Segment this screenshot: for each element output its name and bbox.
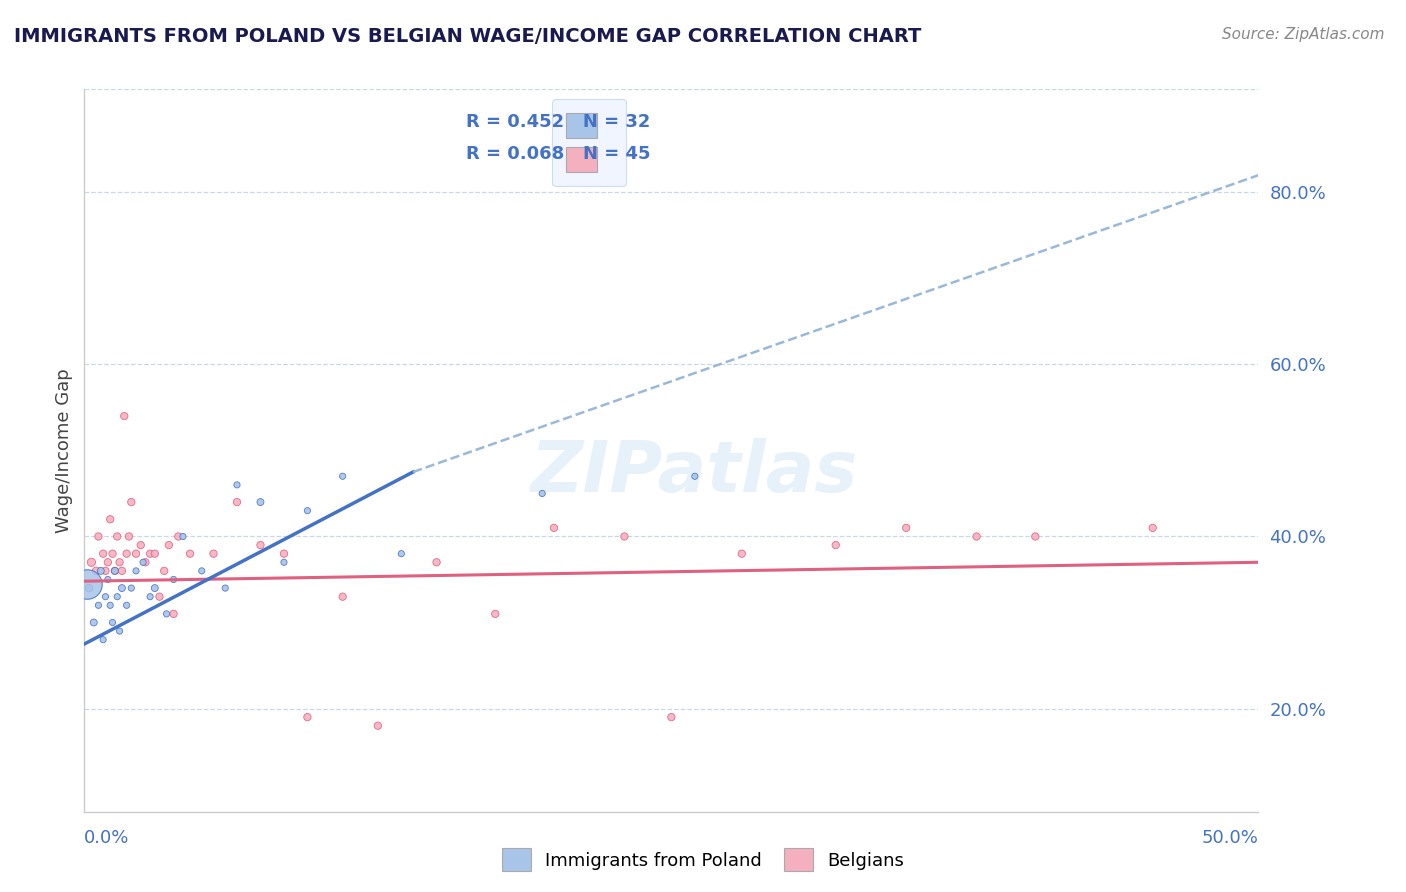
- Point: [191, 564, 214, 578]
- Point: [132, 555, 155, 569]
- Point: [367, 719, 389, 733]
- Point: [155, 607, 177, 621]
- Point: [118, 529, 141, 543]
- Point: [297, 503, 319, 517]
- Point: [125, 564, 148, 578]
- Point: [214, 581, 236, 595]
- Text: 0.0%: 0.0%: [84, 829, 129, 847]
- Point: [226, 495, 249, 509]
- Point: [112, 409, 135, 423]
- Point: [105, 529, 128, 543]
- Point: [249, 538, 271, 552]
- Point: [824, 538, 846, 552]
- Point: [143, 547, 166, 561]
- Point: [297, 710, 319, 724]
- Point: [531, 486, 554, 500]
- Point: [87, 599, 110, 613]
- Point: [896, 521, 918, 535]
- Point: [139, 590, 162, 604]
- Point: [115, 547, 138, 561]
- Point: [111, 581, 134, 595]
- Text: 50.0%: 50.0%: [1202, 829, 1258, 847]
- Point: [426, 555, 449, 569]
- Point: [111, 564, 134, 578]
- Text: Source: ZipAtlas.com: Source: ZipAtlas.com: [1222, 27, 1385, 42]
- Point: [273, 555, 295, 569]
- Point: [731, 547, 754, 561]
- Point: [104, 564, 127, 578]
- Point: [80, 555, 103, 569]
- Point: [76, 576, 98, 591]
- Point: [94, 564, 117, 578]
- Point: [129, 538, 152, 552]
- Point: [273, 547, 295, 561]
- Point: [1024, 529, 1046, 543]
- Point: [98, 512, 121, 526]
- Legend: Immigrants from Poland, Belgians: Immigrants from Poland, Belgians: [495, 841, 911, 879]
- Point: [162, 607, 184, 621]
- Point: [153, 564, 176, 578]
- Point: [115, 599, 138, 613]
- Point: [332, 469, 354, 483]
- Point: [1142, 521, 1164, 535]
- Text: IMMIGRANTS FROM POLAND VS BELGIAN WAGE/INCOME GAP CORRELATION CHART: IMMIGRANTS FROM POLAND VS BELGIAN WAGE/I…: [14, 27, 921, 45]
- Point: [97, 573, 120, 587]
- Point: [108, 555, 131, 569]
- Point: [94, 590, 117, 604]
- Point: [97, 555, 120, 569]
- Point: [120, 581, 142, 595]
- Point: [389, 547, 412, 561]
- Point: [91, 632, 114, 647]
- Point: [101, 615, 124, 630]
- Point: [148, 590, 170, 604]
- Text: R = 0.452   N = 32: R = 0.452 N = 32: [465, 112, 651, 131]
- Point: [543, 521, 565, 535]
- Point: [484, 607, 506, 621]
- Point: [104, 564, 127, 578]
- Point: [84, 564, 107, 578]
- Point: [105, 590, 128, 604]
- Point: [613, 529, 636, 543]
- Point: [661, 710, 683, 724]
- Point: [157, 538, 180, 552]
- Point: [139, 547, 162, 561]
- Point: [77, 581, 100, 595]
- Point: [120, 495, 142, 509]
- Point: [966, 529, 988, 543]
- Point: [202, 547, 225, 561]
- Text: ZIPatlas: ZIPatlas: [531, 438, 859, 507]
- Point: [226, 478, 249, 492]
- Point: [125, 547, 148, 561]
- Point: [108, 624, 131, 639]
- Point: [87, 529, 110, 543]
- Point: [172, 529, 194, 543]
- Point: [134, 555, 156, 569]
- Y-axis label: Wage/Income Gap: Wage/Income Gap: [55, 368, 73, 533]
- Point: [143, 581, 166, 595]
- Point: [83, 615, 105, 630]
- Point: [90, 564, 112, 578]
- Point: [683, 469, 706, 483]
- Point: [98, 599, 121, 613]
- Point: [101, 547, 124, 561]
- Point: [179, 547, 201, 561]
- Point: [167, 529, 190, 543]
- Legend: , : ,: [553, 99, 626, 186]
- Point: [332, 590, 354, 604]
- Point: [249, 495, 271, 509]
- Point: [91, 547, 114, 561]
- Text: R = 0.068   N = 45: R = 0.068 N = 45: [465, 145, 651, 163]
- Point: [162, 573, 184, 587]
